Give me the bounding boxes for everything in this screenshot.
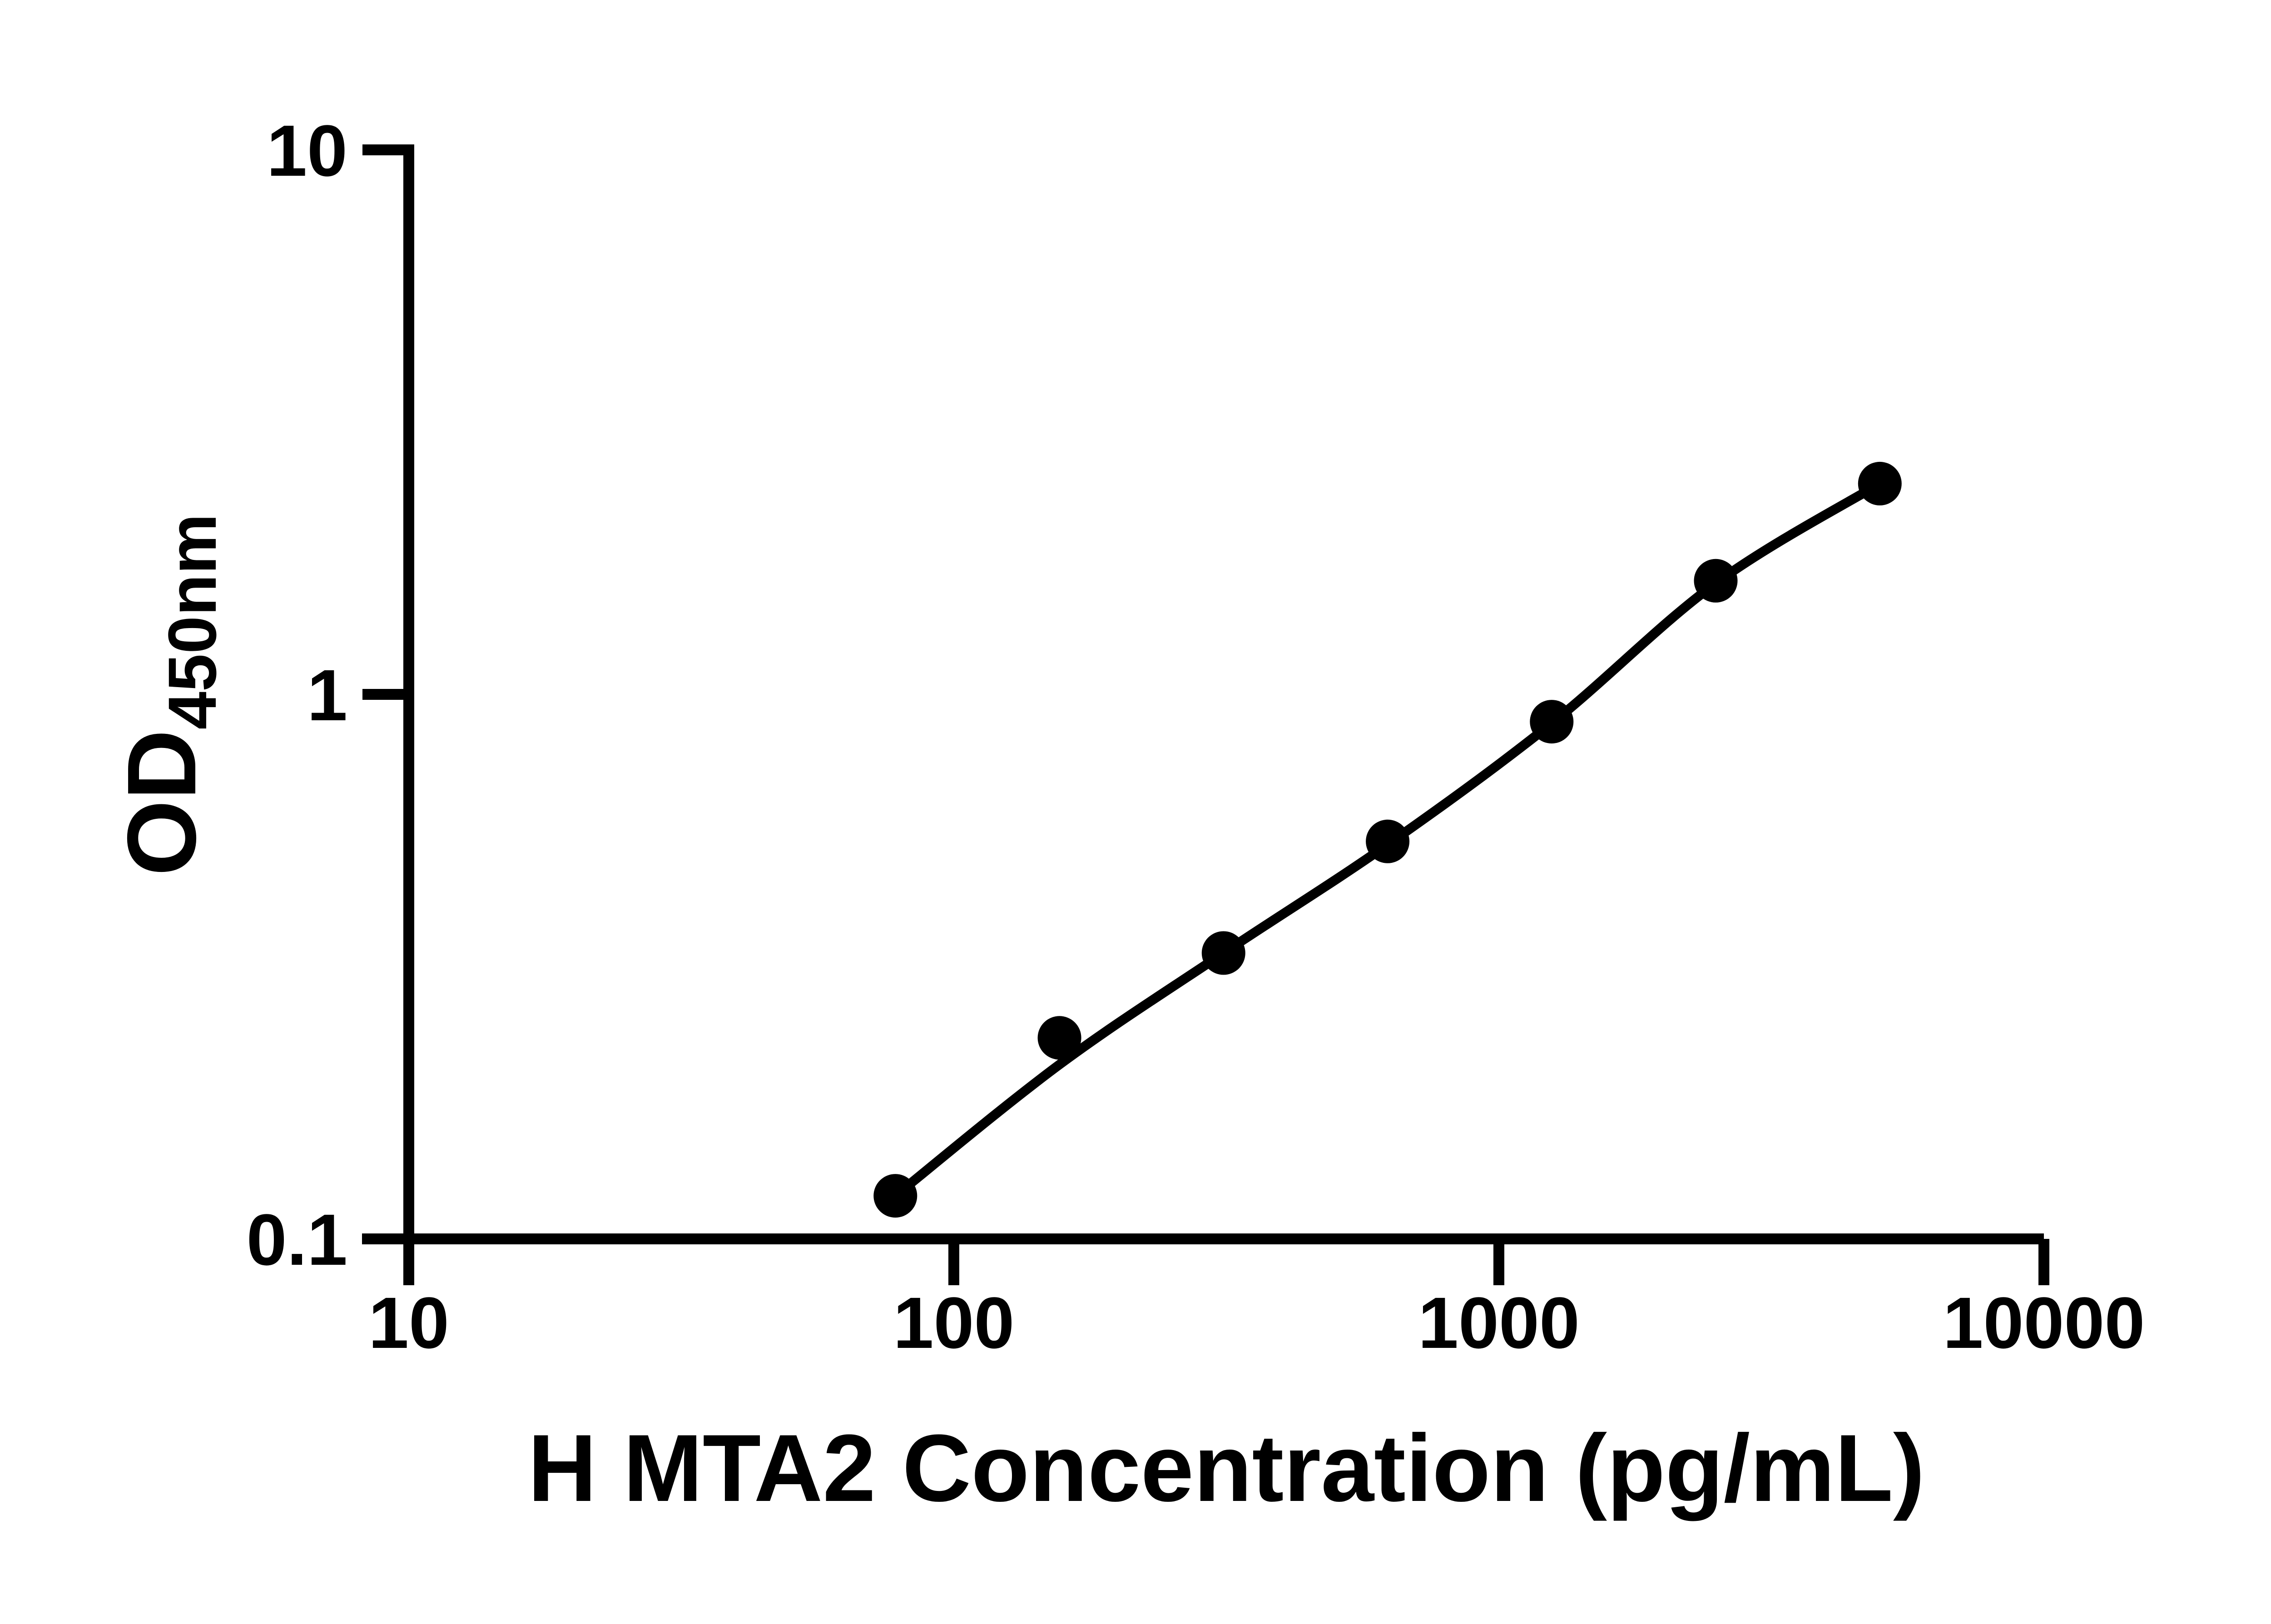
axes: [362, 144, 2044, 1285]
y-tick-label: 10: [267, 110, 347, 191]
x-axis-ticks: [403, 1239, 2049, 1285]
x-tick-label: 1000: [1418, 1282, 1580, 1363]
x-axis-title: H MTA2 Concentration (pg/mL): [528, 1415, 1925, 1521]
data-point-marker: [1201, 931, 1245, 975]
y-axis-ticks: [362, 144, 409, 1244]
data-points: [873, 461, 1902, 1218]
data-point-marker: [873, 1174, 917, 1218]
y-axis-title: OD450nm: [107, 514, 230, 876]
data-point-marker: [1694, 559, 1738, 603]
x-axis-tick-labels: 10 100 1000 10000: [368, 1282, 2145, 1363]
y-axis-tick-labels: 10 1 0.1: [247, 110, 347, 1280]
data-point-marker: [1858, 461, 1902, 505]
y-axis-title-subscript: 450nm: [154, 514, 230, 729]
y-axis-title-main: OD: [107, 729, 216, 876]
data-point-marker: [1530, 700, 1574, 744]
x-tick-label: 10000: [1943, 1282, 2145, 1363]
y-tick-label: 1: [307, 654, 347, 736]
data-point-marker: [1366, 819, 1410, 863]
data-point-marker: [1037, 1016, 1081, 1060]
x-tick-label: 100: [893, 1282, 1015, 1363]
x-tick-label: 10: [368, 1282, 449, 1363]
y-tick-label: 0.1: [247, 1199, 347, 1280]
